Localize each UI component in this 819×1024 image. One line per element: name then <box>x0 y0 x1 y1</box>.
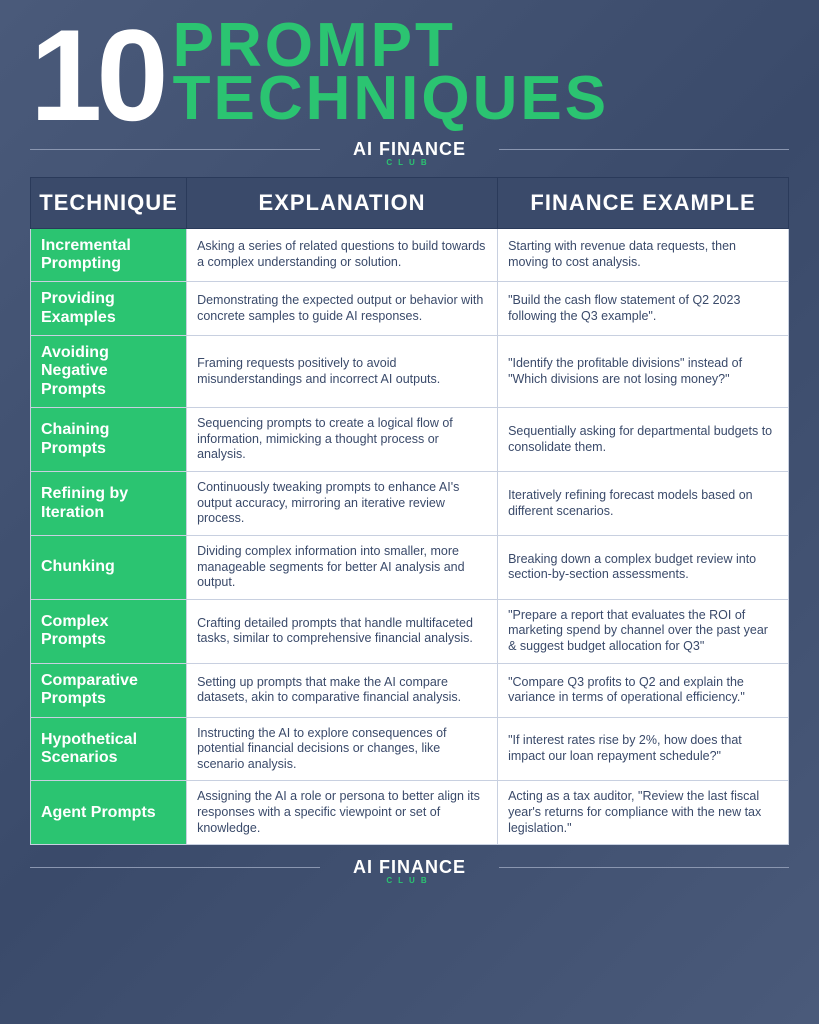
example-cell: Sequentially asking for departmental bud… <box>498 408 789 472</box>
example-cell: Iteratively refining forecast models bas… <box>498 472 789 536</box>
explanation-cell: Demonstrating the expected output or beh… <box>187 282 498 336</box>
example-cell: Acting as a tax auditor, "Review the las… <box>498 781 789 845</box>
col-header-explanation: EXPLANATION <box>187 177 498 228</box>
table-row: Complex PromptsCrafting detailed prompts… <box>31 599 789 663</box>
example-cell: "If interest rates rise by 2%, how does … <box>498 717 789 781</box>
header: 10 PROMPT TECHNIQUES <box>30 20 789 131</box>
col-header-technique: TECHNIQUE <box>31 177 187 228</box>
example-cell: "Build the cash flow statement of Q2 202… <box>498 282 789 336</box>
explanation-cell: Assigning the AI a role or persona to be… <box>187 781 498 845</box>
title-line-2: TECHNIQUES <box>173 73 609 126</box>
technique-cell: Chunking <box>31 535 187 599</box>
table-row: Hypothetical ScenariosInstructing the AI… <box>31 717 789 781</box>
title-block: PROMPT TECHNIQUES <box>173 20 609 125</box>
table-row: Providing ExamplesDemonstrating the expe… <box>31 282 789 336</box>
example-cell: "Compare Q3 profits to Q2 and explain th… <box>498 663 789 717</box>
col-header-example: FINANCE EXAMPLE <box>498 177 789 228</box>
table-row: Avoiding Negative PromptsFraming request… <box>31 336 789 408</box>
example-cell: Starting with revenue data requests, the… <box>498 228 789 282</box>
table-row: Agent PromptsAssigning the AI a role or … <box>31 781 789 845</box>
header-number: 10 <box>30 20 163 131</box>
techniques-table: TECHNIQUE EXPLANATION FINANCE EXAMPLE In… <box>30 177 789 846</box>
example-cell: Breaking down a complex budget review in… <box>498 535 789 599</box>
technique-cell: Providing Examples <box>31 282 187 336</box>
explanation-cell: Framing requests positively to avoid mis… <box>187 336 498 408</box>
table-row: Incremental PromptingAsking a series of … <box>31 228 789 282</box>
explanation-cell: Dividing complex information into smalle… <box>187 535 498 599</box>
example-cell: "Identify the profitable divisions" inst… <box>498 336 789 408</box>
technique-cell: Hypothetical Scenarios <box>31 717 187 781</box>
explanation-cell: Asking a series of related questions to … <box>187 228 498 282</box>
technique-cell: Agent Prompts <box>31 781 187 845</box>
technique-cell: Chaining Prompts <box>31 408 187 472</box>
brand-sub-footer: CLUB <box>30 876 789 885</box>
brand-top: AI FINANCE CLUB <box>30 139 789 167</box>
example-cell: "Prepare a report that evaluates the ROI… <box>498 599 789 663</box>
brand-sub: CLUB <box>30 158 789 167</box>
table-row: Refining by IterationContinuously tweaki… <box>31 472 789 536</box>
explanation-cell: Sequencing prompts to create a logical f… <box>187 408 498 472</box>
explanation-cell: Crafting detailed prompts that handle mu… <box>187 599 498 663</box>
table-row: Chaining PromptsSequencing prompts to cr… <box>31 408 789 472</box>
explanation-cell: Instructing the AI to explore consequenc… <box>187 717 498 781</box>
technique-cell: Refining by Iteration <box>31 472 187 536</box>
technique-cell: Avoiding Negative Prompts <box>31 336 187 408</box>
brand-name-footer: AI FINANCE <box>353 857 466 878</box>
table-row: Comparative PromptsSetting up prompts th… <box>31 663 789 717</box>
table-row: ChunkingDividing complex information int… <box>31 535 789 599</box>
explanation-cell: Setting up prompts that make the AI comp… <box>187 663 498 717</box>
technique-cell: Complex Prompts <box>31 599 187 663</box>
explanation-cell: Continuously tweaking prompts to enhance… <box>187 472 498 536</box>
brand-name: AI FINANCE <box>353 139 466 160</box>
technique-cell: Comparative Prompts <box>31 663 187 717</box>
technique-cell: Incremental Prompting <box>31 228 187 282</box>
table-header-row: TECHNIQUE EXPLANATION FINANCE EXAMPLE <box>31 177 789 228</box>
brand-bottom: AI FINANCE CLUB <box>30 857 789 885</box>
